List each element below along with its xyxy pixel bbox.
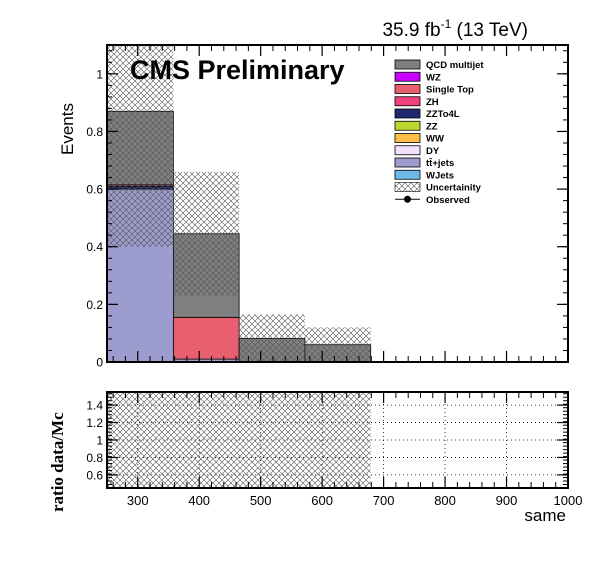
ratio-xtick-label: 600: [311, 493, 333, 508]
ratio-xtick-label: 400: [188, 493, 210, 508]
legend-label-zh: ZH: [426, 97, 439, 108]
main-ytick-label: 0.4: [86, 240, 103, 254]
ratio-xtick-label: 300: [127, 493, 149, 508]
ratio-ytick-label: 0.6: [86, 468, 103, 482]
main-ytick-label: 1: [96, 67, 103, 81]
main-ytick-label: 0: [96, 356, 103, 370]
legend-swatch-wjets: [395, 170, 420, 179]
legend-swatch-dy: [395, 146, 420, 155]
ratio-xtick-label: 900: [496, 493, 518, 508]
ratio-xtick-label: 500: [250, 493, 272, 508]
legend-swatch-wz: [395, 72, 420, 81]
ratio-ytick-label: 1: [96, 434, 103, 448]
uncertainty-band-bin-3: [305, 327, 371, 362]
main-ylabel: Events: [58, 103, 77, 155]
legend-swatch-single-top: [395, 85, 420, 94]
legend-swatch-zh: [395, 97, 420, 106]
uncertainty-band-bin-2: [239, 314, 305, 362]
ratio-ytick-label: 1.4: [86, 399, 103, 413]
lumi-label: 35.9 fb-1 (13 TeV): [382, 17, 528, 41]
legend-swatch-zz: [395, 121, 420, 130]
ratio-uncertainty-band: [107, 392, 371, 488]
ratio-ytick-label: 1.2: [86, 416, 103, 430]
ratio-uncertainty: [107, 392, 371, 488]
stack-bar-single-top-bin-1: [173, 317, 239, 359]
ratio-ylabel: ratio data/Mc: [48, 412, 67, 512]
legend-swatch-zzto4l: [395, 109, 420, 118]
ratio-xlabel: same: [524, 506, 566, 525]
ratio-xtick-label: 700: [373, 493, 395, 508]
legend-label-wjets: WJets: [426, 170, 454, 181]
legend-label-observed: Observed: [426, 195, 470, 206]
legend-label-uncertainity: Uncertainity: [426, 183, 482, 194]
legend-label-ww: WW: [426, 134, 444, 145]
ratio-xtick-label: 800: [434, 493, 456, 508]
legend-swatch-qcd-multijet: [395, 60, 420, 69]
legend-label-zzto4l: ZZTo4L: [426, 109, 460, 120]
main-ytick-label: 0.2: [86, 298, 103, 312]
ratio-ytick-label: 0.8: [86, 451, 103, 465]
legend-swatch-tt-jets: [395, 158, 420, 167]
legend-label-qcd-multijet: QCD multijet: [426, 60, 484, 71]
uncertainty-band-bin-1: [173, 172, 239, 296]
legend-swatch-ww: [395, 134, 420, 143]
legend-label-zz: ZZ: [426, 121, 438, 132]
legend-marker-dot: [404, 196, 411, 203]
main-ytick-label: 0.8: [86, 125, 103, 139]
legend-label-dy: DY: [426, 146, 440, 157]
legend-label-wz: WZ: [426, 72, 441, 83]
legend-label-single-top: Single Top: [426, 85, 474, 96]
main-ytick-label: 0.6: [86, 183, 103, 197]
legend-label-tt-jets: tt̄+jets: [426, 158, 454, 169]
cms-label: CMS Preliminary: [130, 55, 345, 85]
legend-swatch-uncertainity: [395, 183, 420, 192]
